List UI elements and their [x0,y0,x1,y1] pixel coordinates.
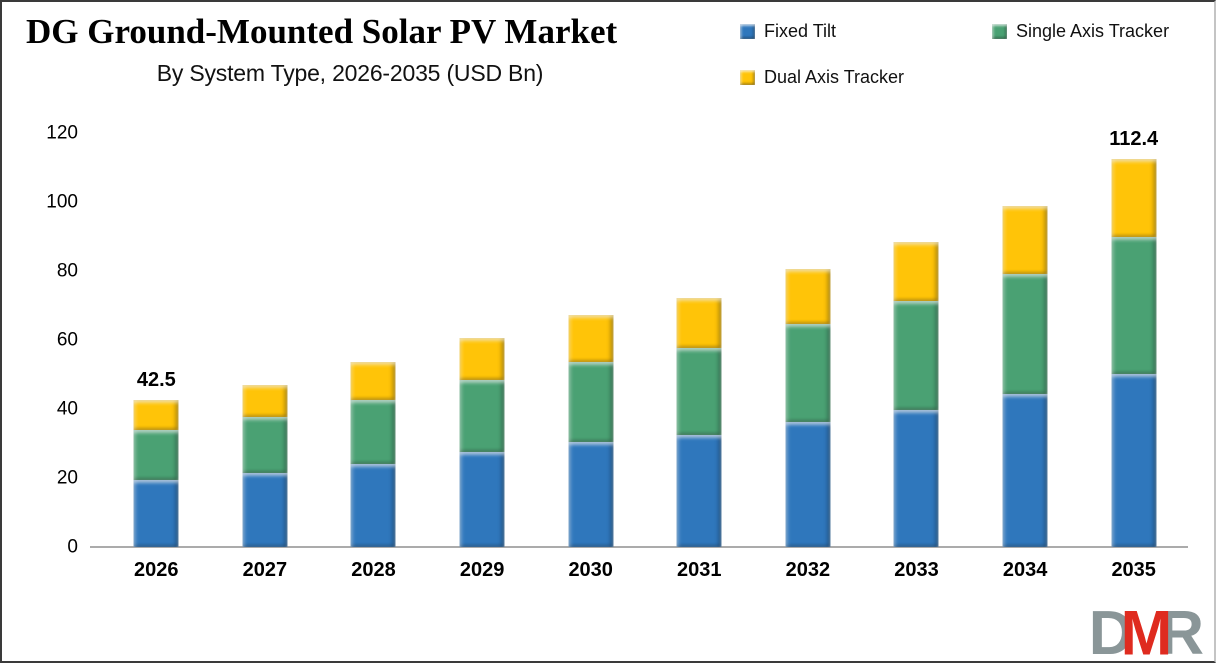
bar-segment-dual-axis-tracker-2028 [350,362,396,401]
legend-label: Single Axis Tracker [1016,21,1170,41]
bar-segment-fixed-tilt-2031 [676,434,722,547]
bar-segment-fixed-tilt-2034 [1002,394,1048,547]
bar-segment-fixed-tilt-2032 [785,422,831,547]
bar-segment-dual-axis-tracker-2031 [676,298,722,349]
bar-total-label-2035: 112.4 [1109,128,1159,151]
legend-item-fixed-tilt: Fixed Tilt [740,21,992,42]
bar-segment-dual-axis-tracker-2029 [459,338,505,380]
y-tick-100: 100 [46,191,78,213]
bar-total-label-2026: 42.5 [136,369,176,392]
y-tick-40: 40 [56,398,78,420]
plot-area: 2026 42.5 2027 2028 2029 2030 2031 2032 2033 2034… [90,129,1188,581]
page-title: DG Ground-Mounted Solar PV Market [26,12,618,51]
x-axis-line [90,546,1188,548]
bar-segment-single-axis-tracker-2034 [1002,274,1048,395]
bar-2032 [785,268,831,547]
bar-slot-2033: 2033 [862,133,971,581]
legend: Fixed Tilt Single Axis Tracker Dual Axis… [740,21,1169,88]
x-label-2031: 2031 [677,559,722,581]
x-label-2032: 2032 [785,559,831,581]
logo-letter-d: D [1088,599,1134,663]
y-tick-120: 120 [46,122,78,144]
bar-segment-dual-axis-tracker-2034 [1002,205,1048,275]
x-label-2033: 2033 [894,559,939,581]
bar-2028 [350,362,396,547]
bar-2035 [1111,159,1157,547]
legend-item-single-axis-tracker: Single Axis Tracker [992,21,1169,42]
bar-segment-dual-axis-tracker-2033 [893,242,939,301]
bar-segment-fixed-tilt-2026 [133,480,179,547]
bar-segment-fixed-tilt-2035 [1111,374,1157,547]
legend-item-dual-axis-tracker: Dual Axis Tracker [740,67,992,88]
bar-segment-fixed-tilt-2033 [893,410,939,547]
bar-2026 [133,400,179,547]
dmr-logo: DMR [1088,598,1204,663]
bar-slot-2027: 2027 [211,133,320,581]
chart-subtitle: By System Type, 2026-2035 (USD Bn) [156,60,544,86]
bar-segment-fixed-tilt-2030 [568,442,614,547]
bar-segment-single-axis-tracker-2029 [459,379,505,453]
y-tick-20: 20 [56,467,78,489]
bar-slot-2031: 2031 [645,133,754,581]
bar-segment-single-axis-tracker-2035 [1111,236,1157,375]
y-axis: 0 20 40 60 80 100 120 [22,124,78,557]
y-tick-80: 80 [56,260,78,282]
logo-letter-r: R [1159,599,1204,663]
y-tick-60: 60 [56,329,78,351]
bar-2033 [893,242,939,547]
bar-slot-2026: 2026 42.5 [102,133,211,581]
bar-segment-fixed-tilt-2029 [459,452,505,547]
bar-slot-2029: 2029 [428,133,537,581]
bar-slot-2034: 2034 [971,133,1080,581]
bar-2027 [242,384,288,547]
legend-label: Dual Axis Tracker [764,67,905,87]
x-label-2028: 2028 [351,559,396,581]
bar-segment-dual-axis-tracker-2032 [785,268,831,325]
bar-slot-2030: 2030 [536,133,645,581]
bar-segment-single-axis-tracker-2027 [242,417,288,474]
fixed-tilt-swatch-icon [740,24,755,39]
bar-segment-single-axis-tracker-2033 [893,301,939,410]
bar-2030 [568,315,614,547]
logo-letter-m: M [1120,598,1173,663]
bar-segment-fixed-tilt-2027 [242,473,288,547]
bar-segment-dual-axis-tracker-2026 [133,400,179,430]
x-label-2026: 2026 [134,559,179,581]
bar-segment-single-axis-tracker-2028 [350,400,396,464]
bar-segment-single-axis-tracker-2026 [133,429,179,481]
bar-segment-dual-axis-tracker-2035 [1111,159,1157,237]
x-label-2029: 2029 [459,559,505,581]
bar-2034 [1002,205,1048,547]
x-label-2027: 2027 [242,559,288,581]
x-label-2035: 2035 [1111,559,1156,581]
bar-segment-dual-axis-tracker-2027 [242,384,288,418]
bar-segment-single-axis-tracker-2031 [676,348,722,435]
bar-segment-fixed-tilt-2028 [350,463,396,547]
y-tick-0: 0 [67,536,78,558]
bar-segment-single-axis-tracker-2032 [785,324,831,423]
x-label-2034: 2034 [1002,559,1048,581]
bar-segment-single-axis-tracker-2030 [568,362,614,443]
bar-slot-2028: 2028 [319,133,428,581]
bar-2031 [676,298,722,547]
bar-slot-2035: 2035 112.4 [1079,129,1188,581]
bar-segment-dual-axis-tracker-2030 [568,315,614,363]
x-label-2030: 2030 [568,559,613,581]
single-axis-tracker-swatch-icon [992,24,1007,39]
bar-2029 [459,338,505,547]
bar-slot-2032: 2032 [754,133,863,581]
legend-label: Fixed Tilt [764,21,837,41]
dual-axis-tracker-swatch-icon [740,70,755,85]
